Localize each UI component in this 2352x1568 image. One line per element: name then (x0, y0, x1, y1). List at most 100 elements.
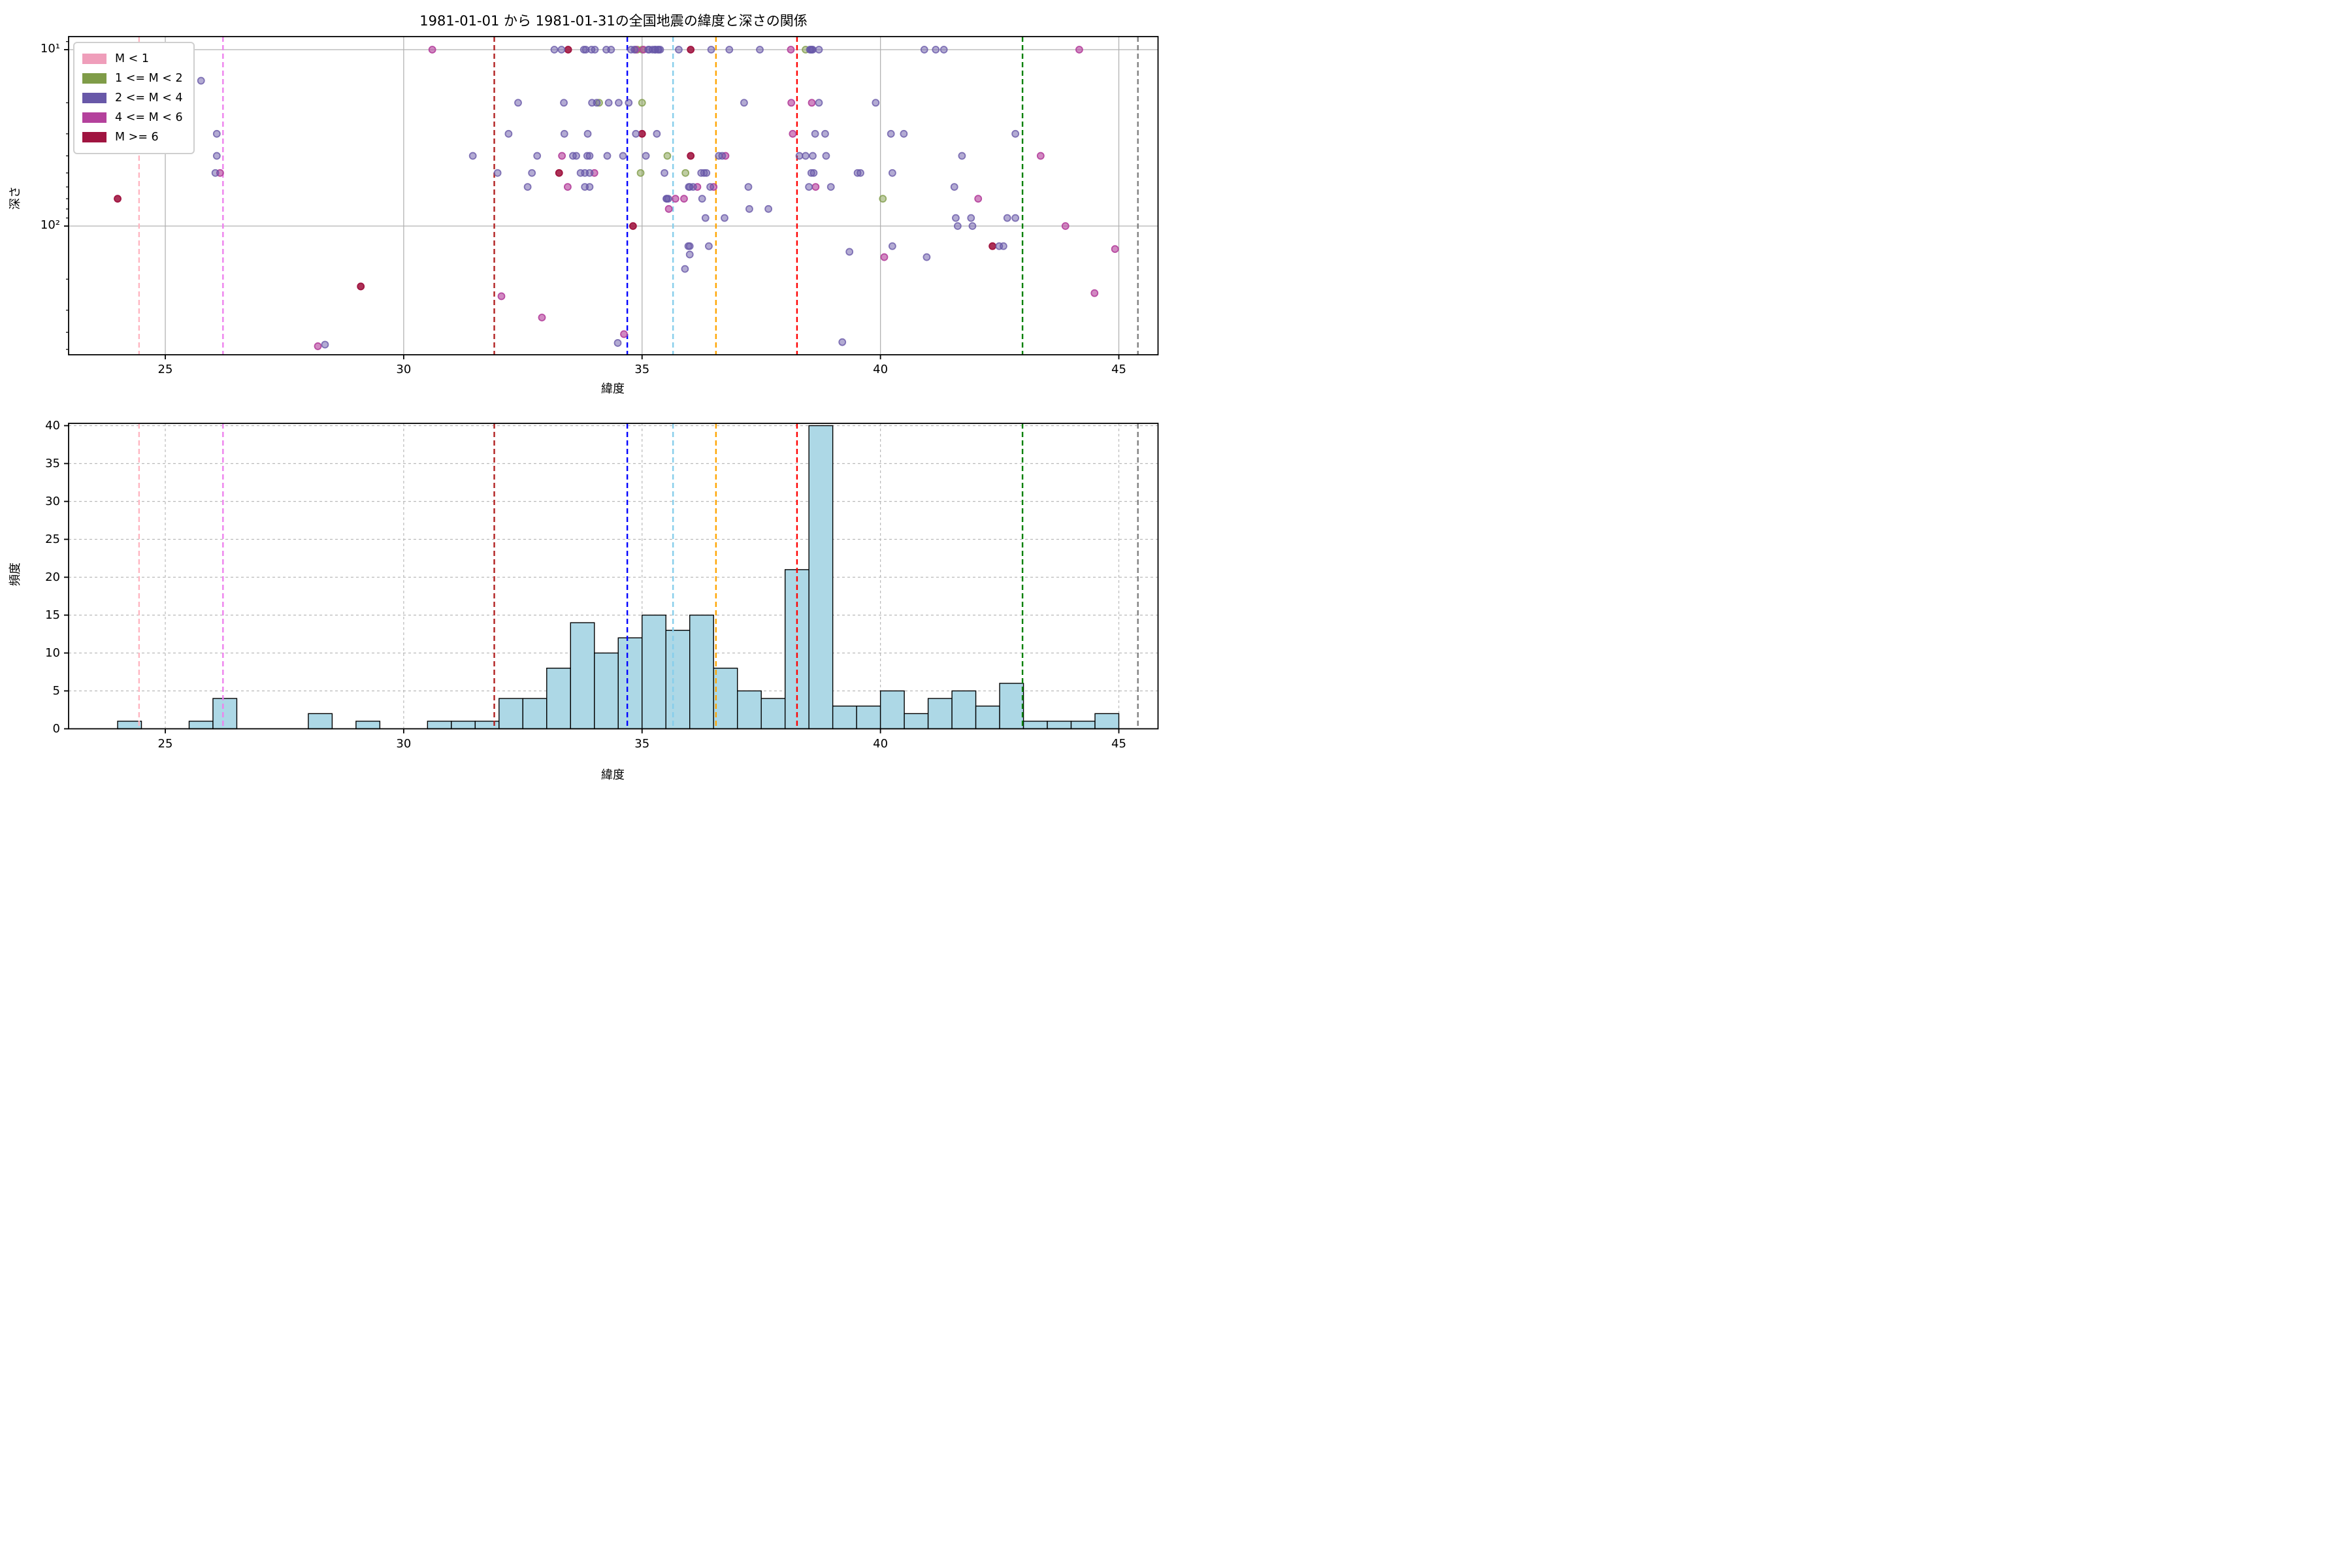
legend-swatch-icon (82, 73, 106, 84)
scatter-point (560, 129, 568, 138)
hist-bar (879, 690, 905, 730)
figure-canvas: 1981-01-01 から 1981-01-31の全国地震の緯度と深さの関係 深… (0, 0, 1176, 784)
scatter-point (615, 99, 623, 107)
hist-ytick-label: 20 (45, 570, 60, 584)
scatter-point (661, 169, 668, 177)
hist-ytick-label: 0 (52, 721, 60, 736)
scatter-point (114, 195, 122, 203)
scatter-point (920, 46, 928, 54)
scatter-point (923, 253, 931, 261)
scatter-point (845, 248, 854, 256)
scatter-point (663, 152, 672, 160)
scatter-point (822, 152, 830, 160)
scatter-point (1036, 152, 1045, 160)
scatter-point (1000, 242, 1007, 250)
scatter-point (497, 292, 506, 301)
scatter-point (809, 169, 818, 177)
scatter-point (1003, 214, 1011, 222)
scatter-point (212, 152, 221, 160)
scatter-point (787, 46, 795, 54)
scatter-point (808, 99, 816, 107)
scatter-point (811, 129, 819, 138)
scatter-point (1075, 46, 1083, 54)
hist-bar (665, 630, 691, 730)
scatter-point (538, 314, 546, 321)
scatter-point (815, 99, 823, 107)
scatter-point (632, 129, 640, 138)
hist-ytick-label: 5 (52, 683, 60, 698)
scatter-xtick-label: 35 (634, 363, 650, 376)
scatter-point (593, 99, 601, 107)
hist-bar (355, 721, 381, 730)
hist-bar (904, 713, 929, 730)
hist-ylabel: 頻度 (8, 563, 22, 586)
legend-row: 1 <= M < 2 (82, 69, 183, 88)
scatter-point (681, 265, 689, 273)
legend-label: 1 <= M < 2 (115, 72, 183, 85)
scatter-point (583, 129, 592, 138)
scatter-point (533, 152, 542, 160)
hist-bar (546, 668, 571, 730)
scatter-point (1011, 129, 1020, 138)
scatter-point (321, 340, 329, 349)
scatter-point (211, 169, 220, 177)
hist-bar (856, 705, 881, 730)
hist-bar (570, 622, 595, 730)
scatter-point (795, 152, 804, 160)
scatter-point (764, 204, 773, 213)
scatter-point (932, 46, 940, 54)
hist-ytick-label: 25 (45, 532, 60, 546)
scatter-point (671, 195, 679, 203)
scatter-point (555, 169, 563, 177)
scatter-point (1111, 245, 1119, 253)
scatter-point (630, 46, 638, 54)
scatter-point (664, 204, 673, 213)
scatter-point (787, 99, 796, 107)
scatter-point (744, 183, 753, 191)
hist-ytick-label: 30 (45, 494, 60, 508)
scatter-point (564, 46, 572, 54)
hist-bar (927, 698, 953, 730)
scatter-point (698, 195, 706, 203)
scatter-point (718, 152, 727, 160)
scatter-ytick-label: 10² (40, 218, 60, 232)
scatter-point (504, 129, 513, 138)
hist-bar (427, 721, 452, 730)
scatter-point (493, 169, 502, 177)
scatter-point (523, 183, 532, 191)
hist-bar (1094, 713, 1120, 730)
legend-row: 2 <= M < 4 (82, 88, 183, 108)
scatter-point (968, 222, 977, 230)
scatter-point (680, 195, 688, 203)
scatter-point (974, 195, 983, 203)
scatter-point (705, 242, 713, 250)
legend-row: M < 1 (82, 49, 183, 69)
hist-bar (999, 683, 1024, 730)
legend-swatch-icon (82, 132, 106, 142)
hist-axes-frame (68, 423, 1159, 730)
scatter-point (619, 152, 627, 160)
hist-xtick-label: 30 (396, 736, 412, 751)
legend: M < 1 1 <= M < 2 2 <= M < 4 4 <= M < 6 M >= … (73, 42, 195, 154)
scatter-point (685, 250, 694, 259)
hist-bar (1070, 721, 1096, 730)
scatter-xtick-label: 25 (157, 363, 173, 376)
hist-bar (689, 614, 714, 730)
scatter-point (887, 129, 895, 138)
scatter-point (702, 169, 711, 177)
scatter-point (514, 99, 522, 107)
scatter-point (357, 282, 365, 291)
scatter-point (564, 183, 572, 191)
hist-bar (212, 698, 238, 730)
hist-xlabel: 緯度 (601, 768, 625, 782)
scatter-point (620, 330, 628, 338)
legend-row: M >= 6 (82, 127, 183, 147)
scatter-point (879, 195, 887, 203)
hist-xtick-label: 45 (1111, 736, 1126, 751)
scatter-point (1011, 214, 1020, 222)
scatter-point (756, 46, 764, 54)
hist-bar (642, 614, 666, 730)
scatter-xtick-label: 40 (873, 363, 889, 376)
hist-bar (617, 637, 643, 730)
scatter-point (958, 152, 966, 160)
